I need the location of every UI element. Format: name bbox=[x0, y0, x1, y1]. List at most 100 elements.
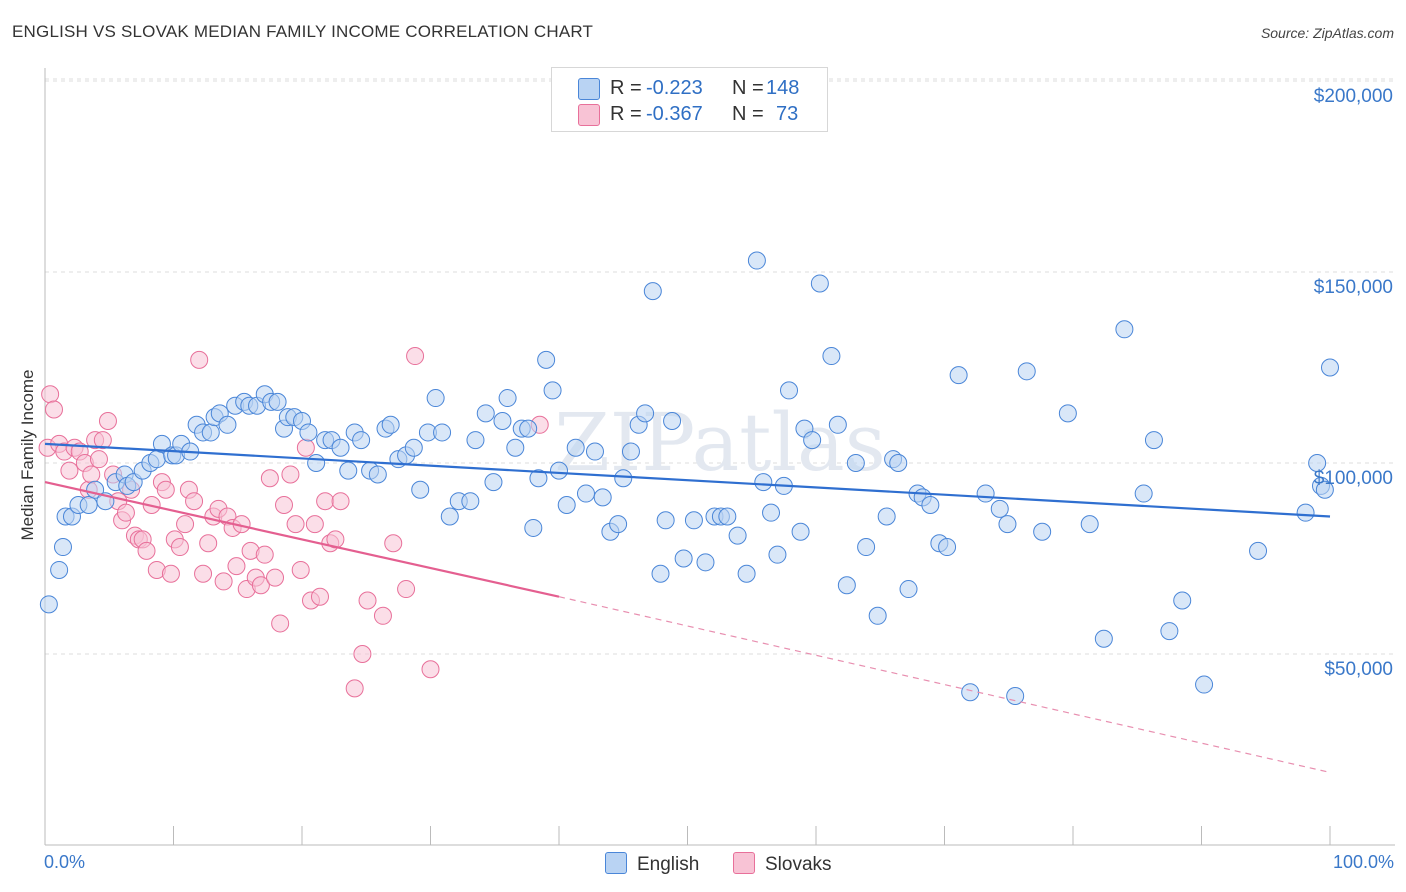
slovaks-point bbox=[291, 560, 310, 579]
english-point bbox=[557, 496, 576, 515]
english-point bbox=[411, 480, 430, 499]
english-point bbox=[585, 442, 604, 461]
english-point bbox=[684, 511, 703, 530]
english-point bbox=[803, 431, 822, 450]
slovaks-point bbox=[41, 385, 60, 404]
slovaks-point bbox=[194, 564, 213, 583]
english-point bbox=[1321, 358, 1339, 377]
english-point bbox=[381, 415, 400, 434]
english-trend-line bbox=[44, 442, 1331, 518]
stats-legend: R = -0.223 N = 148 R = -0.367 N = 73 bbox=[551, 67, 828, 132]
slovaks-point bbox=[345, 679, 364, 698]
slovaks-point bbox=[305, 515, 324, 534]
english-point bbox=[299, 423, 318, 442]
english-point bbox=[1173, 591, 1192, 610]
english-point bbox=[506, 438, 525, 457]
english-point bbox=[339, 461, 358, 480]
english-point bbox=[868, 606, 887, 625]
english-point bbox=[938, 538, 957, 557]
slovaks-point bbox=[170, 538, 189, 557]
slovaks-point bbox=[199, 534, 218, 553]
english-point bbox=[747, 251, 766, 270]
english-point bbox=[1315, 480, 1334, 499]
slovaks-point bbox=[251, 576, 270, 595]
english-point bbox=[593, 488, 612, 507]
english-point bbox=[461, 492, 480, 511]
slovaks-point bbox=[161, 564, 180, 583]
english-point bbox=[768, 545, 787, 564]
slovaks-point bbox=[116, 503, 135, 522]
english-point bbox=[837, 576, 856, 595]
english-point bbox=[50, 560, 69, 579]
english-point bbox=[1058, 404, 1077, 423]
slovaks-point bbox=[82, 465, 101, 484]
english-point bbox=[828, 415, 847, 434]
english-point bbox=[651, 564, 670, 583]
english-point bbox=[728, 526, 747, 545]
english-point bbox=[433, 423, 452, 442]
slovaks-point bbox=[281, 465, 300, 484]
english-point bbox=[754, 473, 773, 492]
r-label: R = bbox=[610, 103, 642, 125]
n-label: N = bbox=[732, 77, 764, 99]
english-point bbox=[476, 404, 495, 423]
english-swatch bbox=[605, 852, 627, 874]
english-point bbox=[1080, 515, 1099, 534]
slovaks-point bbox=[60, 461, 79, 480]
english-point bbox=[1249, 541, 1268, 560]
english-point bbox=[543, 381, 562, 400]
slovaks-point bbox=[255, 545, 274, 564]
slovaks-point bbox=[296, 438, 315, 457]
slovaks-point bbox=[137, 541, 156, 560]
english-point bbox=[663, 411, 682, 430]
slovaks-points bbox=[38, 347, 549, 698]
english-point bbox=[696, 553, 715, 572]
y-tick-150000: $150,000 bbox=[1313, 277, 1393, 298]
english-point bbox=[268, 392, 287, 411]
y-tick-100000: $100,000 bbox=[1313, 468, 1393, 489]
n-value: 148 bbox=[766, 77, 800, 99]
slovaks-point bbox=[358, 591, 377, 610]
english-point bbox=[791, 522, 810, 541]
english-point bbox=[493, 411, 512, 430]
slovaks-point bbox=[397, 580, 416, 599]
english-point bbox=[466, 431, 485, 450]
slovaks-point bbox=[89, 450, 108, 469]
english-points bbox=[39, 251, 1339, 706]
n-value: 73 bbox=[776, 103, 799, 125]
slovaks-swatch bbox=[733, 852, 755, 874]
legend-label-slovaks: Slovaks bbox=[765, 854, 832, 875]
english-point bbox=[218, 415, 237, 434]
english-point bbox=[1017, 362, 1036, 381]
slovaks-point bbox=[384, 534, 403, 553]
english-point bbox=[921, 496, 940, 515]
english-point bbox=[998, 515, 1017, 534]
english-point bbox=[822, 347, 841, 366]
slovaks-point bbox=[227, 557, 246, 576]
english-point bbox=[846, 454, 865, 472]
english-point bbox=[1160, 622, 1179, 641]
english-point bbox=[1094, 629, 1113, 648]
english-point bbox=[1033, 522, 1052, 541]
english-point bbox=[53, 538, 72, 557]
legend-label-english: English bbox=[637, 854, 700, 875]
english-point bbox=[899, 580, 918, 599]
english-point bbox=[498, 389, 517, 408]
r-label: R = bbox=[610, 77, 642, 99]
grid-lines bbox=[45, 78, 1395, 655]
english-point bbox=[674, 549, 693, 568]
english-point bbox=[440, 507, 459, 526]
english-point bbox=[1115, 320, 1134, 339]
slovaks-point bbox=[421, 660, 440, 679]
english-point bbox=[368, 465, 387, 484]
slovaks-point bbox=[156, 480, 175, 499]
english-point bbox=[550, 461, 568, 480]
english-point bbox=[643, 282, 662, 301]
english-point bbox=[614, 469, 633, 488]
english-point bbox=[201, 423, 220, 442]
english-point bbox=[537, 350, 556, 369]
english-point bbox=[404, 438, 423, 457]
slovaks-trend-line bbox=[44, 481, 560, 598]
slovaks-point bbox=[406, 347, 425, 366]
